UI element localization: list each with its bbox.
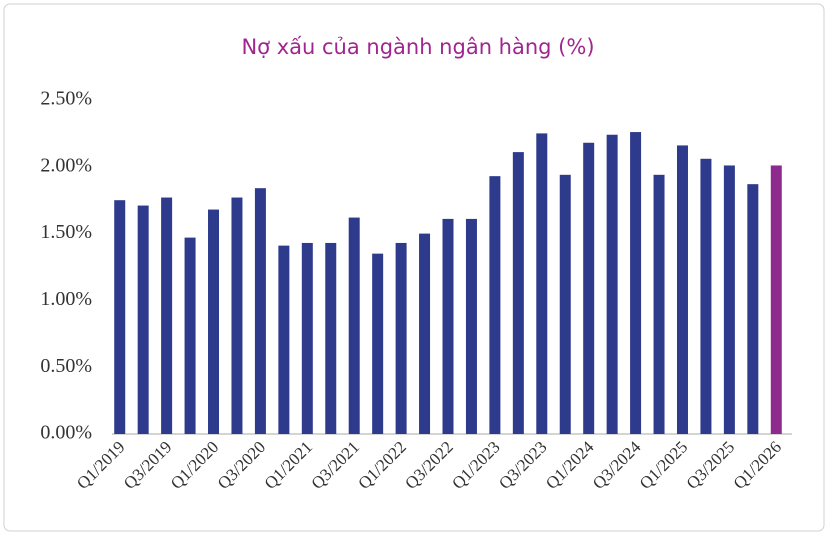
bar — [700, 158, 712, 434]
chart-title: Nợ xấu của ngành ngân hàng (%) — [241, 35, 594, 59]
bar — [372, 253, 384, 434]
bar — [653, 174, 665, 435]
y-tick-label: 1.50% — [40, 221, 92, 243]
bar — [208, 209, 220, 434]
bar — [747, 184, 759, 434]
bar — [137, 205, 149, 434]
bar — [676, 145, 688, 434]
bar — [161, 197, 173, 434]
bar — [395, 242, 407, 434]
bar — [419, 233, 431, 434]
bar — [723, 165, 735, 435]
bar — [231, 197, 243, 434]
bar — [465, 218, 477, 434]
bar — [278, 245, 290, 434]
bar — [536, 133, 548, 434]
bar — [184, 237, 196, 434]
bar — [114, 200, 126, 434]
bar — [770, 165, 782, 435]
y-tick-label: 0.50% — [40, 355, 92, 377]
bar — [583, 142, 595, 434]
bar — [630, 132, 642, 434]
bar — [606, 134, 618, 434]
bar — [348, 217, 360, 434]
bar — [512, 152, 524, 434]
y-tick-label: 2.00% — [40, 154, 92, 176]
bar — [301, 242, 313, 434]
y-tick-label: 2.50% — [40, 88, 92, 110]
y-tick-label: 0.00% — [40, 422, 92, 444]
bar — [442, 218, 454, 434]
bar — [489, 176, 501, 435]
y-tick-label: 1.00% — [40, 288, 92, 310]
bar — [325, 242, 337, 434]
bar — [559, 174, 571, 435]
bar — [254, 188, 266, 434]
